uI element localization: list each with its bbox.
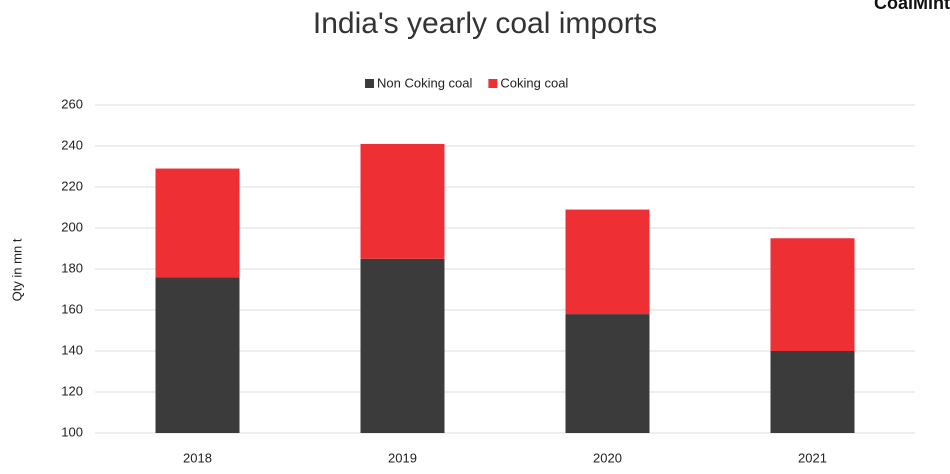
bar-segment <box>155 277 240 433</box>
bar-segment <box>565 209 650 315</box>
legend-swatch <box>488 79 498 88</box>
bar-segment <box>360 258 445 433</box>
y-tick-label: 160 <box>61 301 83 316</box>
bar-segment <box>770 351 855 433</box>
bar-segment <box>565 314 650 433</box>
bar-segment <box>360 143 445 259</box>
x-tick-label: 2020 <box>593 450 622 465</box>
y-axis-label: Qty in mn t <box>9 238 24 301</box>
legend-label: Coking coal <box>500 75 568 90</box>
x-tick-label: 2021 <box>798 450 827 465</box>
y-tick-label: 100 <box>61 424 83 439</box>
y-tick-label: 180 <box>61 260 83 275</box>
watermark: CoalMint <box>874 0 950 13</box>
y-tick-label: 200 <box>61 219 83 234</box>
x-tick-label: 2019 <box>388 450 417 465</box>
y-tick-label: 120 <box>61 383 83 398</box>
y-tick-label: 220 <box>61 178 83 193</box>
legend-label: Non Coking coal <box>377 75 472 90</box>
chart-title: India's yearly coal imports <box>313 7 657 40</box>
legend-swatch <box>365 79 374 88</box>
bar-segment <box>770 238 855 351</box>
y-tick-label: 240 <box>61 137 83 152</box>
y-tick-label: 260 <box>61 96 83 111</box>
bar-segment <box>155 168 240 278</box>
y-tick-label: 140 <box>61 342 83 357</box>
x-tick-label: 2018 <box>183 450 212 465</box>
